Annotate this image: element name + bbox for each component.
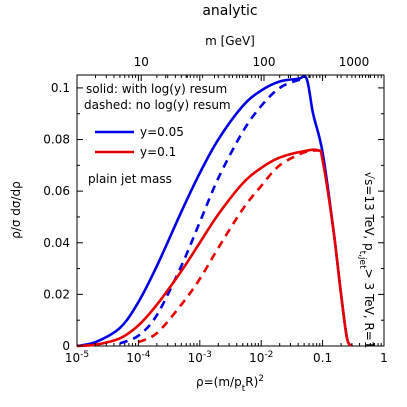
x-axis-label: ρ=(m/ptR)2 (196, 374, 264, 394)
top-axis-label: m [GeV] (205, 34, 255, 48)
legend-label: y=0.05 (140, 125, 184, 139)
y-tick-label: 0.1 (51, 81, 70, 95)
x-tick-label: 10-5 (65, 350, 89, 365)
y-tick-label: 0.08 (43, 133, 70, 147)
chart-title: analytic (202, 3, 257, 19)
legend-label: y=0.1 (140, 145, 176, 159)
annotations: solid: with log(y) resum dashed: no log(… (84, 82, 231, 186)
plot-area (76, 74, 385, 348)
series-line-1 (119, 77, 307, 345)
y-tick-label: 0.02 (43, 287, 70, 301)
top-tick-label: 10 (134, 55, 149, 69)
plot-frame (76, 74, 385, 347)
y-tick-label: 0 (62, 339, 70, 353)
style-note-dashed: dashed: no log(y) resum (84, 98, 231, 112)
y-axis-label: ρ/σ dσ/dρ (9, 181, 23, 239)
legend: y=0.05 y=0.1 (95, 125, 184, 159)
plain-jet-mass-note: plain jet mass (88, 172, 172, 186)
x-tick-label: 10-4 (126, 350, 151, 365)
top-tick-label: 1000 (339, 55, 370, 69)
top-tick-label: 100 (253, 55, 276, 69)
x-tick-label: 10-2 (249, 350, 273, 365)
x-tick-label: 0.1 (313, 351, 332, 365)
series-line-2 (76, 148, 353, 348)
series-line-3 (137, 149, 319, 344)
style-note-solid: solid: with log(y) resum (86, 82, 227, 96)
y-tick-label: 0.04 (43, 236, 70, 250)
series-line-0 (76, 74, 353, 348)
y-tick-label: 0.06 (43, 184, 70, 198)
side-annotation: √s=13 TeV, pt,jet> 3 TeV, R=1 (357, 172, 376, 349)
x-tick-label: 1 (380, 351, 388, 365)
x-tick-label: 10-3 (188, 350, 212, 365)
